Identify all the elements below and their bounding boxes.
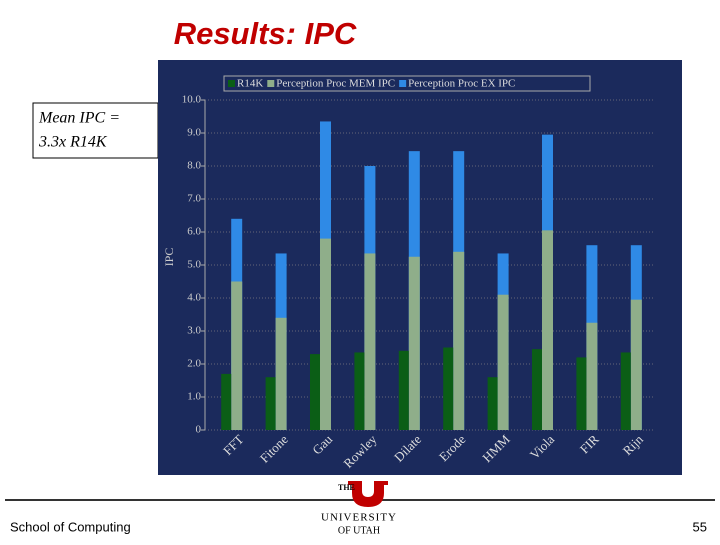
logo-text: OF UTAH [338,525,380,536]
logo-text: UNIVERSITY [321,512,397,524]
bar [497,294,509,430]
bar [408,256,420,430]
legend-swatch [267,80,275,87]
bar [265,377,276,430]
bar [532,349,542,430]
bar [586,322,598,430]
bar [275,317,287,430]
y-tick-label: 5.0 [187,259,201,271]
legend-label: Perception Proc MEM IPC [276,78,395,90]
bar [620,352,631,430]
legend-swatch [228,80,235,87]
callout-box [32,102,159,159]
y-tick-label: 4.0 [187,292,201,304]
y-tick-label: 2.0 [187,358,201,370]
bar [630,299,642,430]
logo-mark [348,481,388,507]
callout-text: Mean IPC = [38,110,120,127]
bar [443,347,454,430]
page-number: 55 [693,519,707,534]
y-tick-label: 3.0 [187,325,201,337]
legend-box [223,75,591,92]
bar [310,354,320,430]
y-tick-label: 1.0 [187,391,201,403]
y-axis-label: IPC [162,248,176,267]
legend-label: Perception Proc EX IPC [408,78,515,90]
slide-title: Results: IPC [174,16,357,51]
bar [354,352,365,430]
bar [542,230,553,430]
logo-text: THE [338,483,355,492]
bar [231,281,243,430]
footer-text: School of Computing [10,519,131,534]
y-tick-label: 8.0 [187,160,201,172]
y-tick-label: 7.0 [187,193,201,205]
bar [364,253,376,430]
bar [398,350,409,430]
legend-swatch [399,80,407,87]
y-tick-label: 0 [196,424,202,436]
bar [487,377,498,430]
y-tick-label: 6.0 [187,226,201,238]
legend-label: R14K [237,78,263,90]
y-tick-label: 9.0 [187,127,201,139]
bar [221,373,232,430]
bar [453,251,465,430]
callout-text: 3.3x R14K [38,134,108,151]
y-tick-label: 10.0 [182,94,202,106]
bar [320,238,331,430]
bar [576,357,587,430]
